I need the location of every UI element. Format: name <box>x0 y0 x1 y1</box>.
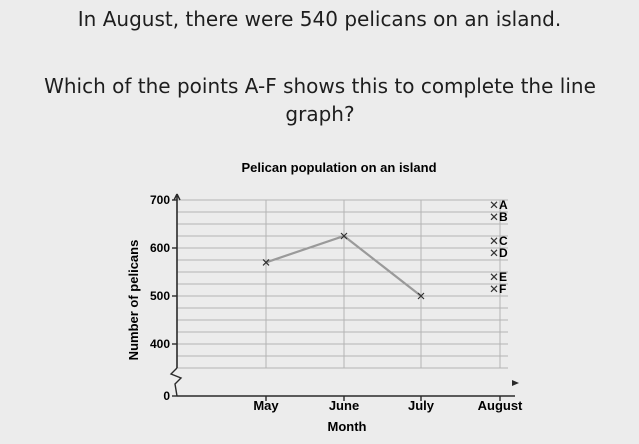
candidate-label-e: E <box>499 270 507 284</box>
candidate-label-b: B <box>499 210 508 224</box>
candidate-point-d <box>490 249 498 257</box>
grid <box>177 199 508 369</box>
candidate-label-c: C <box>499 234 508 248</box>
candidate-point-c <box>490 237 498 245</box>
x-axis-title: Month <box>328 419 367 434</box>
question-line-1: In August, there were 540 pelicans on an… <box>77 7 562 31</box>
data-point <box>262 258 270 266</box>
candidate-point-f <box>490 285 498 293</box>
series <box>262 232 425 300</box>
y-axis-arrow <box>173 193 181 201</box>
x-axis-arrow <box>512 380 519 386</box>
axis-break <box>169 367 183 397</box>
y-tick-label: 400 <box>150 337 170 351</box>
candidate-label-a: A <box>499 198 508 212</box>
candidate-label-d: D <box>499 246 508 260</box>
x-tick-label: July <box>408 398 435 413</box>
chart-title: Pelican population on an island <box>241 160 436 175</box>
data-point <box>417 292 425 300</box>
data-point <box>340 232 348 240</box>
x-tick-label: June <box>329 398 359 413</box>
x-tick-label: May <box>253 398 279 413</box>
axes: 0 400 500 600 700 May June July August <box>150 193 523 413</box>
y-tick-label: 500 <box>150 289 170 303</box>
candidate-point-b <box>490 213 498 221</box>
candidate-point-e <box>490 273 498 281</box>
y-tick-label: 0 <box>163 389 170 403</box>
y-tick-label: 700 <box>150 193 170 207</box>
x-tick-label: August <box>478 398 523 413</box>
candidate-label-f: F <box>499 282 506 296</box>
y-axis-title: Number of pelicans <box>126 240 141 361</box>
candidate-point-a <box>490 201 498 209</box>
y-tick-label: 600 <box>150 241 170 255</box>
question-line-2: Which of the points A-F shows this to co… <box>44 74 596 126</box>
